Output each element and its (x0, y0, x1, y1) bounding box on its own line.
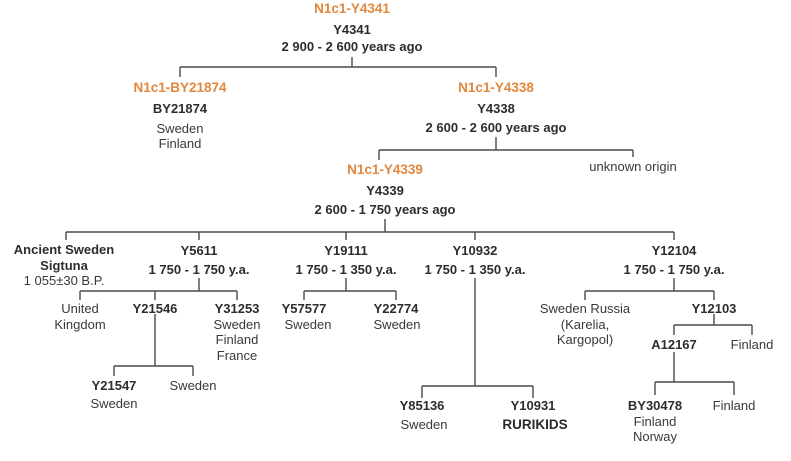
by21874-snp: BY21874 (152, 101, 208, 116)
y21547-snp: Y21547 (91, 378, 137, 393)
connector-y4338 (378, 137, 634, 160)
finland-label-a: Finland (730, 337, 774, 352)
y4338-haplogroup: N1c1-Y4338 (458, 80, 534, 95)
y4339-snp: Y4339 (366, 183, 404, 198)
sweden-russia-label-1: Sweden Russia (539, 301, 631, 316)
connector-y21546 (113, 314, 194, 376)
y22774-location: Sweden (373, 317, 421, 332)
by30478-snp: BY30478 (627, 398, 683, 413)
y4339-age: 2 600 - 1 750 years ago (314, 202, 456, 217)
connector-y19111 (303, 278, 397, 300)
y21546-snp: Y21546 (132, 301, 178, 316)
connector-y5611 (79, 278, 238, 300)
by21874-haplogroup: N1c1-BY21874 (133, 80, 227, 95)
y85136-location: Sweden (400, 417, 448, 432)
by21874-location-1: Sweden (156, 121, 204, 136)
unknown-origin-label: unknown origin (589, 159, 677, 174)
y12103-snp: Y12103 (691, 301, 737, 316)
y4338-snp: Y4338 (477, 101, 515, 116)
y31253-snp: Y31253 (214, 301, 260, 316)
connector-a12167 (654, 352, 735, 395)
y10931-snp: Y10931 (510, 398, 556, 413)
a12167-snp: A12167 (651, 337, 697, 352)
y19111-snp: Y19111 (324, 243, 368, 258)
y57577-snp: Y57577 (281, 301, 327, 316)
connector-y12103 (673, 314, 753, 335)
ancient-sweden-title: Ancient Sweden (13, 242, 115, 257)
rurikids-label: RURIKIDS (502, 417, 568, 432)
ancient-sweden-site: Sigtuna (40, 258, 88, 273)
y57577-location: Sweden (284, 317, 332, 332)
y31253-location-3: France (216, 348, 258, 363)
y10932-snp: Y10932 (452, 243, 498, 258)
y19111-age: 1 750 - 1 350 y.a. (295, 262, 397, 277)
y4339-haplogroup: N1c1-Y4339 (347, 162, 423, 177)
y4338-age: 2 600 - 2 600 years ago (425, 120, 567, 135)
uk-label-1: United (61, 301, 99, 316)
sweden-russia-label-3: Kargopol) (556, 332, 614, 347)
by30478-location-2: Norway (632, 429, 678, 444)
y5611-snp: Y5611 (180, 243, 218, 258)
ancient-sweden-date: 1 055±30 B.P. (23, 273, 105, 288)
y31253-location-1: Sweden (213, 317, 261, 332)
y21547-location: Sweden (90, 396, 138, 411)
y10932-age: 1 750 - 1 350 y.a. (424, 262, 526, 277)
root-haplogroup: N1c1-Y4341 (314, 1, 390, 16)
connector-root (179, 57, 497, 77)
finland-label-b: Finland (712, 398, 756, 413)
by21874-location-2: Finland (158, 136, 202, 151)
y31253-location-2: Finland (215, 332, 259, 347)
y5611-age: 1 750 - 1 750 y.a. (148, 262, 250, 277)
y12104-snp: Y12104 (651, 243, 697, 258)
y12104-age: 1 750 - 1 750 y.a. (623, 262, 725, 277)
y22774-snp: Y22774 (373, 301, 419, 316)
by30478-location-1: Finland (633, 414, 677, 429)
root-age: 2 900 - 2 600 years ago (281, 39, 423, 54)
uk-label-2: Kingdom (54, 317, 106, 332)
sweden-label-a: Sweden (169, 378, 217, 393)
y85136-snp: Y85136 (399, 398, 445, 413)
root-snp: Y4341 (333, 22, 371, 37)
connector-y12104 (584, 278, 715, 300)
connector-y10932 (421, 278, 534, 398)
connector-y4339 (65, 219, 675, 240)
sweden-russia-label-2: (Karelia, (560, 317, 610, 332)
